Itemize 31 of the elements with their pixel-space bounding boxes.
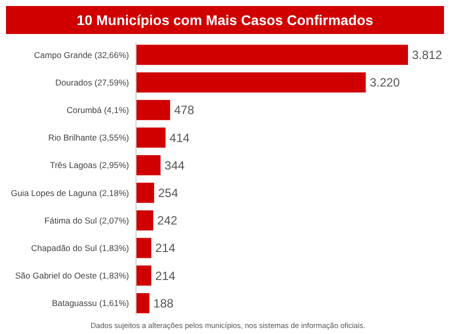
- bar: [136, 44, 408, 65]
- y-tick-label: São Gabriel do Oeste (1,83%): [15, 270, 130, 281]
- y-tick-label: Rio Brilhante (3,55%): [48, 132, 130, 143]
- data-label: 242: [157, 214, 178, 228]
- bar: [136, 72, 366, 92]
- data-label: 478: [174, 103, 194, 118]
- data-label: 254: [158, 186, 178, 200]
- y-tick-label: Campo Grande (32,66%): [34, 50, 130, 60]
- bar: [136, 155, 161, 176]
- data-label: 414: [170, 130, 190, 145]
- y-tick-label: Corumbá (4,1%): [66, 104, 130, 115]
- bar: [136, 100, 170, 120]
- y-tick-label: Fátima do Sul (2,07%): [44, 215, 130, 226]
- y-tick-label: Chapadão do Sul (1,83%): [31, 242, 130, 253]
- y-tick-label: Dourados (27,59%): [55, 77, 130, 88]
- data-label: 3.812: [412, 48, 442, 62]
- data-label: 214: [155, 241, 176, 256]
- bar: [136, 210, 154, 230]
- y-tick-label: Três Lagoas (2,95%): [50, 160, 130, 170]
- y-tick-label: Bataguassu (1,61%): [52, 298, 130, 308]
- bar: [136, 266, 152, 286]
- bar: [136, 238, 152, 258]
- data-label: 3.220: [370, 76, 400, 90]
- chart-title: 10 Municípios com Mais Casos Confirmados: [76, 12, 374, 28]
- bar: [136, 182, 154, 203]
- data-label: 344: [164, 158, 185, 172]
- data-label: 188: [153, 296, 174, 310]
- data-label: 214: [155, 268, 176, 283]
- bar: [136, 128, 166, 148]
- y-tick-label: Guia Lopes de Laguna (2,18%): [10, 188, 130, 198]
- bar: [136, 293, 150, 314]
